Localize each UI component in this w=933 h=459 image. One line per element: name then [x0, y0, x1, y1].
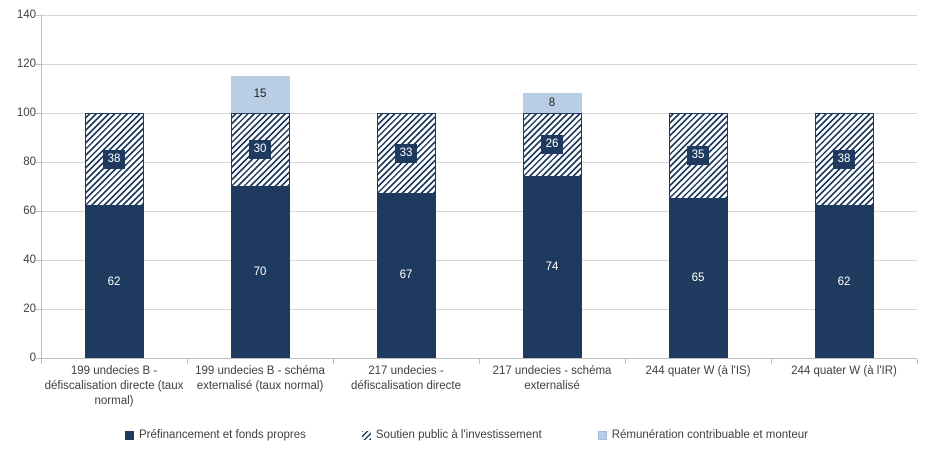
y-axis-tick-label: 20 — [23, 303, 36, 315]
legend-item-remuneration: Rémunération contribuable et monteur — [597, 429, 808, 441]
bar-value-label: 30 — [248, 140, 272, 160]
bar-segment-solid: 65 — [668, 198, 728, 358]
gridline — [41, 15, 917, 16]
legend-item-prefinancement: Préfinancement et fonds propres — [125, 429, 306, 441]
x-axis-tick — [771, 359, 772, 364]
bar-value-label: 67 — [399, 269, 413, 282]
bar-value-label: 62 — [107, 275, 121, 288]
gridline — [41, 162, 917, 163]
y-axis-tick — [36, 15, 41, 16]
bar-segment-light: 15 — [230, 76, 290, 113]
y-axis-tick — [36, 260, 41, 261]
bar-segment-solid: 74 — [522, 176, 582, 358]
legend-item-soutien-public: Soutien public à l'investissement — [361, 429, 542, 441]
bar-value-label: 38 — [832, 150, 856, 170]
bar-segment-light: 8 — [522, 93, 582, 113]
bar-value-label: 35 — [686, 146, 710, 166]
bar-segment-hatched: 38 — [84, 113, 144, 207]
y-axis-line — [41, 15, 42, 358]
bar-value-label: 33 — [394, 143, 418, 163]
legend-label: Soutien public à l'investissement — [375, 429, 542, 441]
bar-segment-solid: 62 — [84, 206, 144, 358]
bar-value-label: 15 — [253, 88, 267, 101]
gridline — [41, 211, 917, 212]
bar-value-label: 65 — [691, 271, 705, 284]
x-axis-category-label: 217 undecies - défiscalisation directe — [351, 365, 461, 392]
y-axis-tick — [36, 211, 41, 212]
legend: Préfinancement et fonds propres Soutien … — [0, 429, 933, 441]
light-blue-square-icon — [597, 430, 607, 440]
y-axis-tick — [36, 309, 41, 310]
y-axis-tick-label: 40 — [23, 254, 36, 266]
x-axis-category-label: 217 undecies - schéma externalisé — [492, 365, 612, 392]
y-axis-tick-label: 140 — [16, 9, 36, 21]
x-axis-tick — [41, 359, 42, 364]
x-axis-category-label: 244 quater W (à l'IS) — [645, 365, 751, 377]
bar-segment-hatched: 35 — [668, 113, 728, 199]
gridline — [41, 260, 917, 261]
x-axis-tick — [333, 359, 334, 364]
bar-value-label: 74 — [545, 260, 559, 273]
x-axis-tick — [625, 359, 626, 364]
y-axis-tick-label: 100 — [16, 107, 36, 119]
bar-value-label: 62 — [837, 275, 851, 288]
legend-label: Préfinancement et fonds propres — [139, 429, 306, 441]
bar-value-label: 8 — [548, 96, 556, 109]
bar-value-label: 70 — [253, 265, 267, 278]
legend-label: Rémunération contribuable et monteur — [611, 429, 808, 441]
y-axis-tick — [36, 64, 41, 65]
x-axis-tick — [187, 359, 188, 364]
bar-segment-hatched: 38 — [814, 113, 874, 207]
x-axis-line — [41, 358, 917, 359]
y-axis-tick-label: 120 — [16, 58, 36, 70]
gridline — [41, 113, 917, 114]
x-axis-category-label: 199 undecies B - défiscalisation directe… — [44, 365, 184, 407]
bar-segment-solid: 70 — [230, 186, 290, 358]
x-axis-category-label: 199 undecies B - schéma externalisé (tau… — [195, 365, 325, 392]
bar-value-label: 26 — [540, 135, 564, 155]
y-axis-tick-label: 0 — [29, 352, 36, 364]
y-axis-tick-label: 80 — [23, 156, 36, 168]
bar-segment-solid: 67 — [376, 193, 436, 358]
bar-segment-hatched: 26 — [522, 113, 582, 177]
gridline — [41, 64, 917, 65]
bar-segment-hatched: 33 — [376, 113, 436, 194]
gridline — [41, 309, 917, 310]
bar-value-label: 38 — [102, 150, 126, 170]
y-axis-tick — [36, 162, 41, 163]
y-axis-tick — [36, 113, 41, 114]
x-axis-tick — [917, 359, 918, 364]
bar-segment-solid: 62 — [814, 206, 874, 358]
y-axis-tick — [36, 358, 41, 359]
hatched-square-icon — [361, 430, 371, 440]
x-axis-tick — [479, 359, 480, 364]
bar-segment-hatched: 30 — [230, 113, 290, 187]
y-axis-tick-label: 60 — [23, 205, 36, 217]
solid-square-icon — [125, 430, 135, 440]
x-axis-category-label: 244 quater W (à l'IR) — [791, 365, 897, 377]
